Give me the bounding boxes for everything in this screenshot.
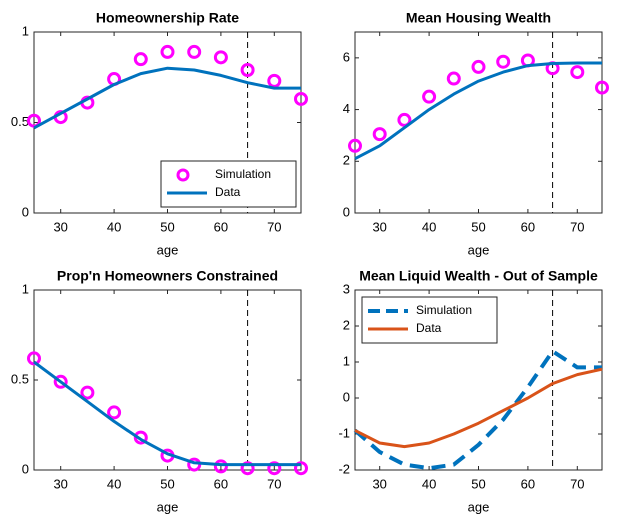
y-tick-label: 1 [22,281,29,296]
legend-label: Data [416,321,442,335]
x-tick-label: 30 [53,476,67,491]
y-tick-label: -1 [338,425,350,440]
marker [294,91,308,106]
axes-box [33,289,302,471]
data-line [33,360,301,467]
subplot: Homeownership Rate age 30 40 50 60 70 0 0.5 1 Simu… [11,10,308,257]
x-tick-label: 60 [521,219,535,234]
marker [80,385,95,400]
subplot: Prop'n Homeowners Constrained age 30 40 50 60… [11,268,308,514]
x-tick-label: 30 [53,219,67,234]
x-tick-label: 60 [214,476,228,491]
y-tick-label: 4 [343,101,350,116]
marker [372,127,387,142]
x-axis-label: age [468,499,490,514]
data-line [354,367,603,449]
y-tick-label: 0 [22,461,29,476]
x-axis-label: age [468,242,490,257]
y-tick-label: 0.5 [11,114,29,129]
marker [53,374,68,389]
marker [570,65,585,80]
x-tick-label: 70 [570,476,584,491]
y-tick-label: 3 [343,281,350,296]
axes-box [354,31,603,214]
legend-label: Simulation [215,167,271,181]
subplot-title: Mean Housing Wealth [406,10,551,26]
legend-box [361,296,498,344]
x-tick-label: 60 [521,476,535,491]
subplot-title: Homeownership Rate [96,10,239,26]
y-tick-label: -2 [338,461,350,476]
y-tick-label: 0 [22,204,29,219]
y-tick-label: 0.5 [11,371,29,386]
marker [471,59,486,74]
marker [267,73,282,88]
marker [213,459,228,474]
x-tick-label: 50 [160,219,174,234]
marker [496,54,511,69]
marker [294,461,308,476]
x-tick-label: 50 [471,219,485,234]
x-tick-label: 40 [422,476,436,491]
x-tick-label: 40 [107,476,121,491]
subplot-title: Mean Liquid Wealth - Out of Sample [359,268,598,284]
marker [422,89,437,104]
marker [397,112,412,127]
y-tick-label: 0 [343,204,350,219]
y-tick-label: 1 [343,353,350,368]
y-tick-label: 1 [22,23,29,38]
data-line [353,349,602,471]
marker [160,44,175,59]
y-tick-label: 6 [343,49,350,64]
x-tick-label: 50 [471,476,485,491]
marker [27,351,41,366]
marker [133,430,148,445]
x-tick-label: 70 [267,476,281,491]
x-tick-label: 40 [107,219,121,234]
marker [27,113,41,128]
x-tick-label: 30 [372,219,386,234]
marker [107,405,122,420]
marker [595,80,609,95]
subplot-title: Prop'n Homeowners Constrained [57,268,278,284]
x-tick-label: 30 [372,476,386,491]
marker [133,52,148,67]
x-tick-label: 70 [267,219,281,234]
subplot: Mean Housing Wealth age 30 40 50 60 70 0 2 4 6 [343,10,609,257]
x-axis-label: age [157,499,179,514]
marker [240,461,255,476]
legend-marker [176,168,190,182]
marker [213,50,228,65]
y-tick-label: 2 [343,153,350,168]
x-tick-label: 40 [422,219,436,234]
marker [240,63,255,78]
y-tick-label: 0 [343,389,350,404]
marker [187,44,202,59]
legend-label: Data [215,185,241,199]
marker [267,461,282,476]
x-tick-label: 50 [160,476,174,491]
data-line [354,61,602,161]
x-tick-label: 70 [570,219,584,234]
marker [446,71,461,86]
y-tick-label: 2 [343,317,350,332]
data-line [33,66,301,130]
legend-label: Simulation [416,303,472,317]
marker [348,138,362,153]
x-tick-label: 60 [214,219,228,234]
x-axis-label: age [157,242,179,257]
